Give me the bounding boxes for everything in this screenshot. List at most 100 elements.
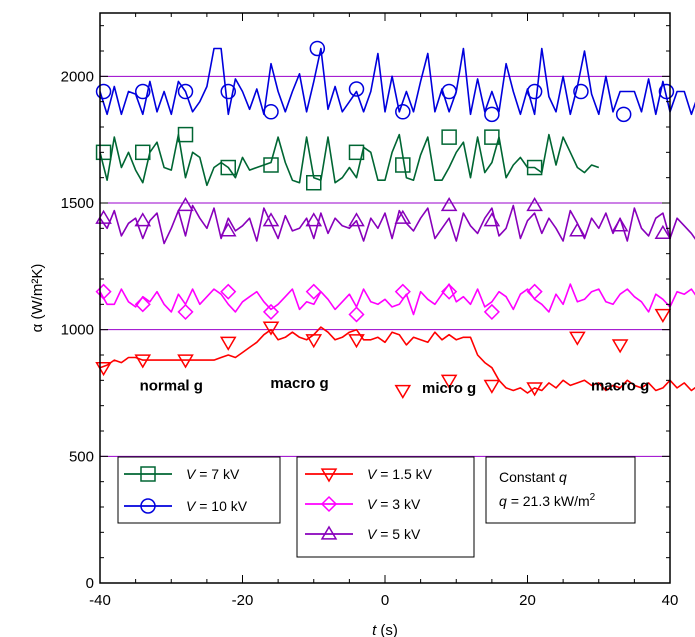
data-point-V1_5 [654,308,672,323]
legend-label-V3: V = 3 kV [367,496,421,512]
data-point-V7 [484,129,500,145]
data-point-V10 [177,83,194,100]
legend-marker-V5 [320,525,338,540]
series-V1_5 [95,308,695,399]
data-point-V1_5 [569,331,586,346]
axis-ticks: -40 -20 0 20 40 0 500 1000 1500 2000 [61,13,679,609]
data-point-V10 [441,83,457,100]
data-point-V1_5 [134,354,152,369]
data-point-V3 [220,283,237,300]
data-point-V3 [177,303,194,320]
data-point-V5 [134,212,152,227]
data-point-V1_5 [305,334,323,349]
data-point-V7 [306,174,322,191]
series-line-V7 [99,133,600,187]
info-box-line1: Constant q [499,469,567,485]
info-box-frame [485,456,636,524]
data-point-V1_5 [262,321,280,336]
annotation: normal g [140,377,203,394]
data-point-V7 [95,144,112,161]
data-point-V5 [654,224,672,240]
data-point-V5 [348,212,365,227]
data-point-V7 [526,159,543,176]
legend-label-V7: V = 7 kV [186,466,240,482]
series-layer [95,40,695,399]
data-point-V3 [262,303,280,320]
data-point-V5 [526,197,543,212]
reference-lines [100,75,670,584]
y-tick-label: 2000 [61,68,94,85]
data-point-V3 [305,283,322,300]
data-point-V1_5 [611,339,629,354]
data-point-V5 [305,212,323,227]
data-point-V5 [394,209,412,224]
data-point-V1_5 [440,374,458,389]
data-point-V10 [95,83,112,100]
data-point-V10 [263,104,279,120]
x-tick-label: -20 [232,592,254,609]
info-box: Constant q q = 21.3 kW/m2 [485,456,636,524]
y-tick-label: 500 [69,448,94,465]
legend-label-V10: V = 10 kV [186,498,248,514]
data-point-V3 [95,283,112,300]
y-tick-label: 0 [86,575,94,592]
y-tick-label: 1000 [61,322,94,339]
series-line-V10 [99,47,695,116]
annotation: macro g [591,377,649,394]
data-point-V10 [526,83,543,100]
series-V7 [95,126,600,191]
data-point-V5 [483,212,501,227]
data-point-V5 [569,222,586,237]
data-point-V10 [220,83,236,100]
data-point-V1_5 [526,382,543,397]
data-point-V5 [219,222,237,237]
y-axis-label: α (W/m²K) [29,264,46,333]
info-box-line2: q = 21.3 kW/m2 [499,492,596,509]
x-tick-label: 20 [519,592,536,609]
data-point-V3 [134,296,151,313]
annotations: normal g macro g micro g macro g [140,375,650,397]
legend-marker-V7 [140,466,156,482]
data-point-V7 [263,157,279,173]
data-point-V3 [441,283,458,300]
data-point-V10 [395,104,411,120]
data-point-V1_5 [177,354,194,369]
legend-right: V = 1.5 kV V = 3 kV V = 5 kV [296,456,475,558]
x-axis-label-var: t [372,622,377,637]
data-point-V3 [348,306,365,323]
legend-marker-V3 [320,495,338,513]
legend-marker-V10 [140,498,156,514]
y-tick-label: 1500 [61,195,94,212]
legend-label-V5: V = 5 kV [367,526,421,542]
x-tick-label: 0 [381,592,389,609]
data-point-V7 [395,157,411,173]
data-point-V7 [135,144,151,161]
data-point-V1_5 [219,336,237,351]
x-axis-label-unit: (s) [376,622,398,637]
data-point-V7 [348,144,365,161]
data-point-V5 [262,212,280,227]
x-axis-label: t (s) [372,622,398,637]
data-point-V10 [135,83,151,100]
legend-label-V1_5: V = 1.5 kV [367,466,433,482]
annotation: macro g [270,375,328,392]
data-point-V10 [309,40,326,57]
x-tick-label: 40 [662,592,679,609]
data-point-V10 [484,106,500,123]
data-point-V1_5 [483,379,501,394]
x-tick-label: -40 [89,592,111,609]
data-point-V10 [348,81,365,97]
data-point-V10 [658,83,675,100]
series-V3 [95,283,695,323]
data-point-V7 [441,129,457,145]
data-point-V7 [177,126,194,143]
data-point-V3 [394,283,411,300]
series-V10 [95,40,695,123]
data-point-V10 [573,83,589,100]
data-point-V3 [483,303,500,320]
series-line-V5 [99,204,695,245]
data-point-V3 [526,283,543,300]
legend-left: V = 7 kV V = 10 kV [117,456,281,524]
annotation: micro g [422,380,476,397]
